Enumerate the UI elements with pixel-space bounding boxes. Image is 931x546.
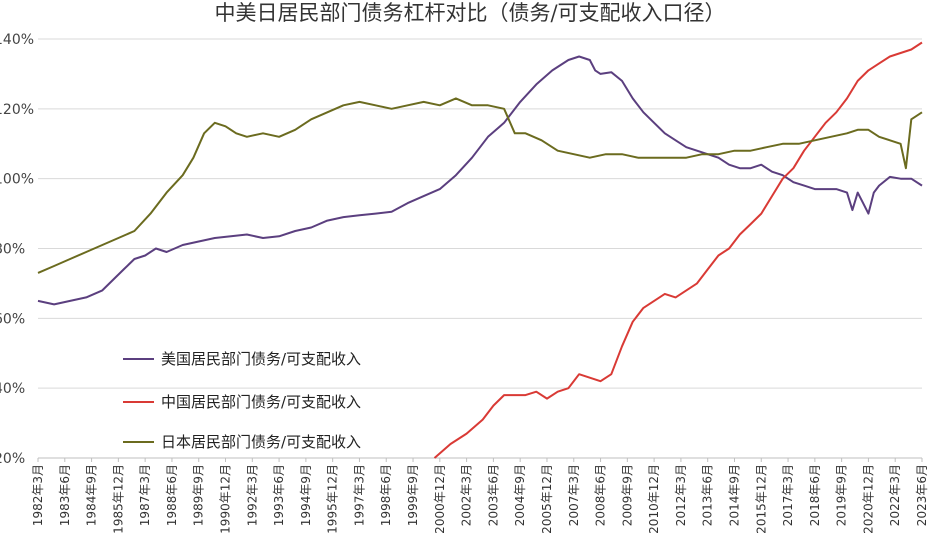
x-tick-label: 2013年6月: [701, 464, 715, 526]
x-tick-label: 2002年3月: [460, 464, 474, 526]
y-tick-label: 140%: [0, 32, 34, 48]
x-tick-label: 1992年3月: [245, 464, 259, 526]
x-axis-ticks: 1982年3月 1983年6月 1984年9月 1985年12月 1987年3月 1988…: [31, 458, 929, 534]
x-tick-label: 1995年12月: [326, 464, 340, 534]
x-tick-label: 2012年3月: [674, 464, 688, 526]
x-tick-label: 2004年9月: [513, 464, 527, 526]
x-tick-label: 1999年9月: [406, 464, 420, 526]
series-line-china: [433, 41, 923, 459]
y-tick-label: 40%: [0, 381, 25, 397]
x-tick-label: 1984年9月: [85, 464, 99, 526]
x-tick-label: 1993年6月: [272, 464, 286, 526]
x-tick-label: 2017年3月: [781, 464, 795, 526]
x-tick-label: 1998年6月: [379, 464, 393, 526]
y-tick-label: 20%: [0, 451, 25, 467]
y-tick-label: 80%: [0, 242, 25, 258]
x-tick-label: 2000年12月: [433, 464, 447, 534]
y-tick-label: 100%: [0, 172, 34, 188]
x-tick-label: 1990年12月: [219, 464, 233, 534]
x-tick-label: 2014年9月: [727, 464, 741, 526]
x-tick-label: 2007年3月: [567, 464, 581, 526]
x-tick-label: 2023年6月: [915, 464, 929, 526]
x-tick-label: 2019年9月: [835, 464, 849, 526]
x-tick-label: 1997年3月: [352, 464, 366, 526]
x-tick-label: 2005年12月: [540, 464, 554, 534]
legend-label-us: 美国居民部门债务/可支配收入: [161, 350, 361, 368]
y-tick-label: 60%: [0, 311, 25, 327]
series-lines: [37, 41, 923, 459]
chart-title: 中美日居民部门债务杠杆对比（债务/可支配收入口径）: [214, 1, 725, 25]
x-tick-label: 2015年12月: [754, 464, 768, 534]
legend-label-japan: 日本居民部门债务/可支配收入: [161, 433, 361, 451]
gridlines: [38, 38, 922, 459]
x-tick-label: 1982年3月: [31, 464, 45, 526]
y-tick-label: 120%: [0, 102, 34, 118]
legend-label-china: 中国居民部门债务/可支配收入: [161, 393, 361, 411]
x-tick-label: 2003年6月: [486, 464, 500, 526]
x-tick-label: 1994年9月: [299, 464, 313, 526]
y-axis-ticks: 20% 40% 60% 80% 100% 120% 140%: [0, 32, 34, 467]
x-tick-label: 2018年6月: [808, 464, 822, 526]
x-tick-label: 2020年12月: [861, 464, 875, 534]
x-tick-label: 2010年12月: [647, 464, 661, 534]
x-tick-label: 1988年6月: [165, 464, 179, 526]
x-tick-label: 1987年3月: [138, 464, 152, 526]
legend: 美国居民部门债务/可支配收入中国居民部门债务/可支配收入日本居民部门债务/可支配…: [123, 350, 361, 451]
x-tick-label: 1985年12月: [111, 464, 125, 534]
x-tick-label: 1989年9月: [192, 464, 206, 526]
x-tick-label: 1983年6月: [58, 464, 72, 526]
x-tick-label: 2022年3月: [888, 464, 902, 526]
series-line-japan: [37, 97, 923, 274]
x-tick-label: 2009年9月: [620, 464, 634, 526]
series-line-us: [37, 55, 923, 306]
x-tick-label: 2008年6月: [594, 464, 608, 526]
